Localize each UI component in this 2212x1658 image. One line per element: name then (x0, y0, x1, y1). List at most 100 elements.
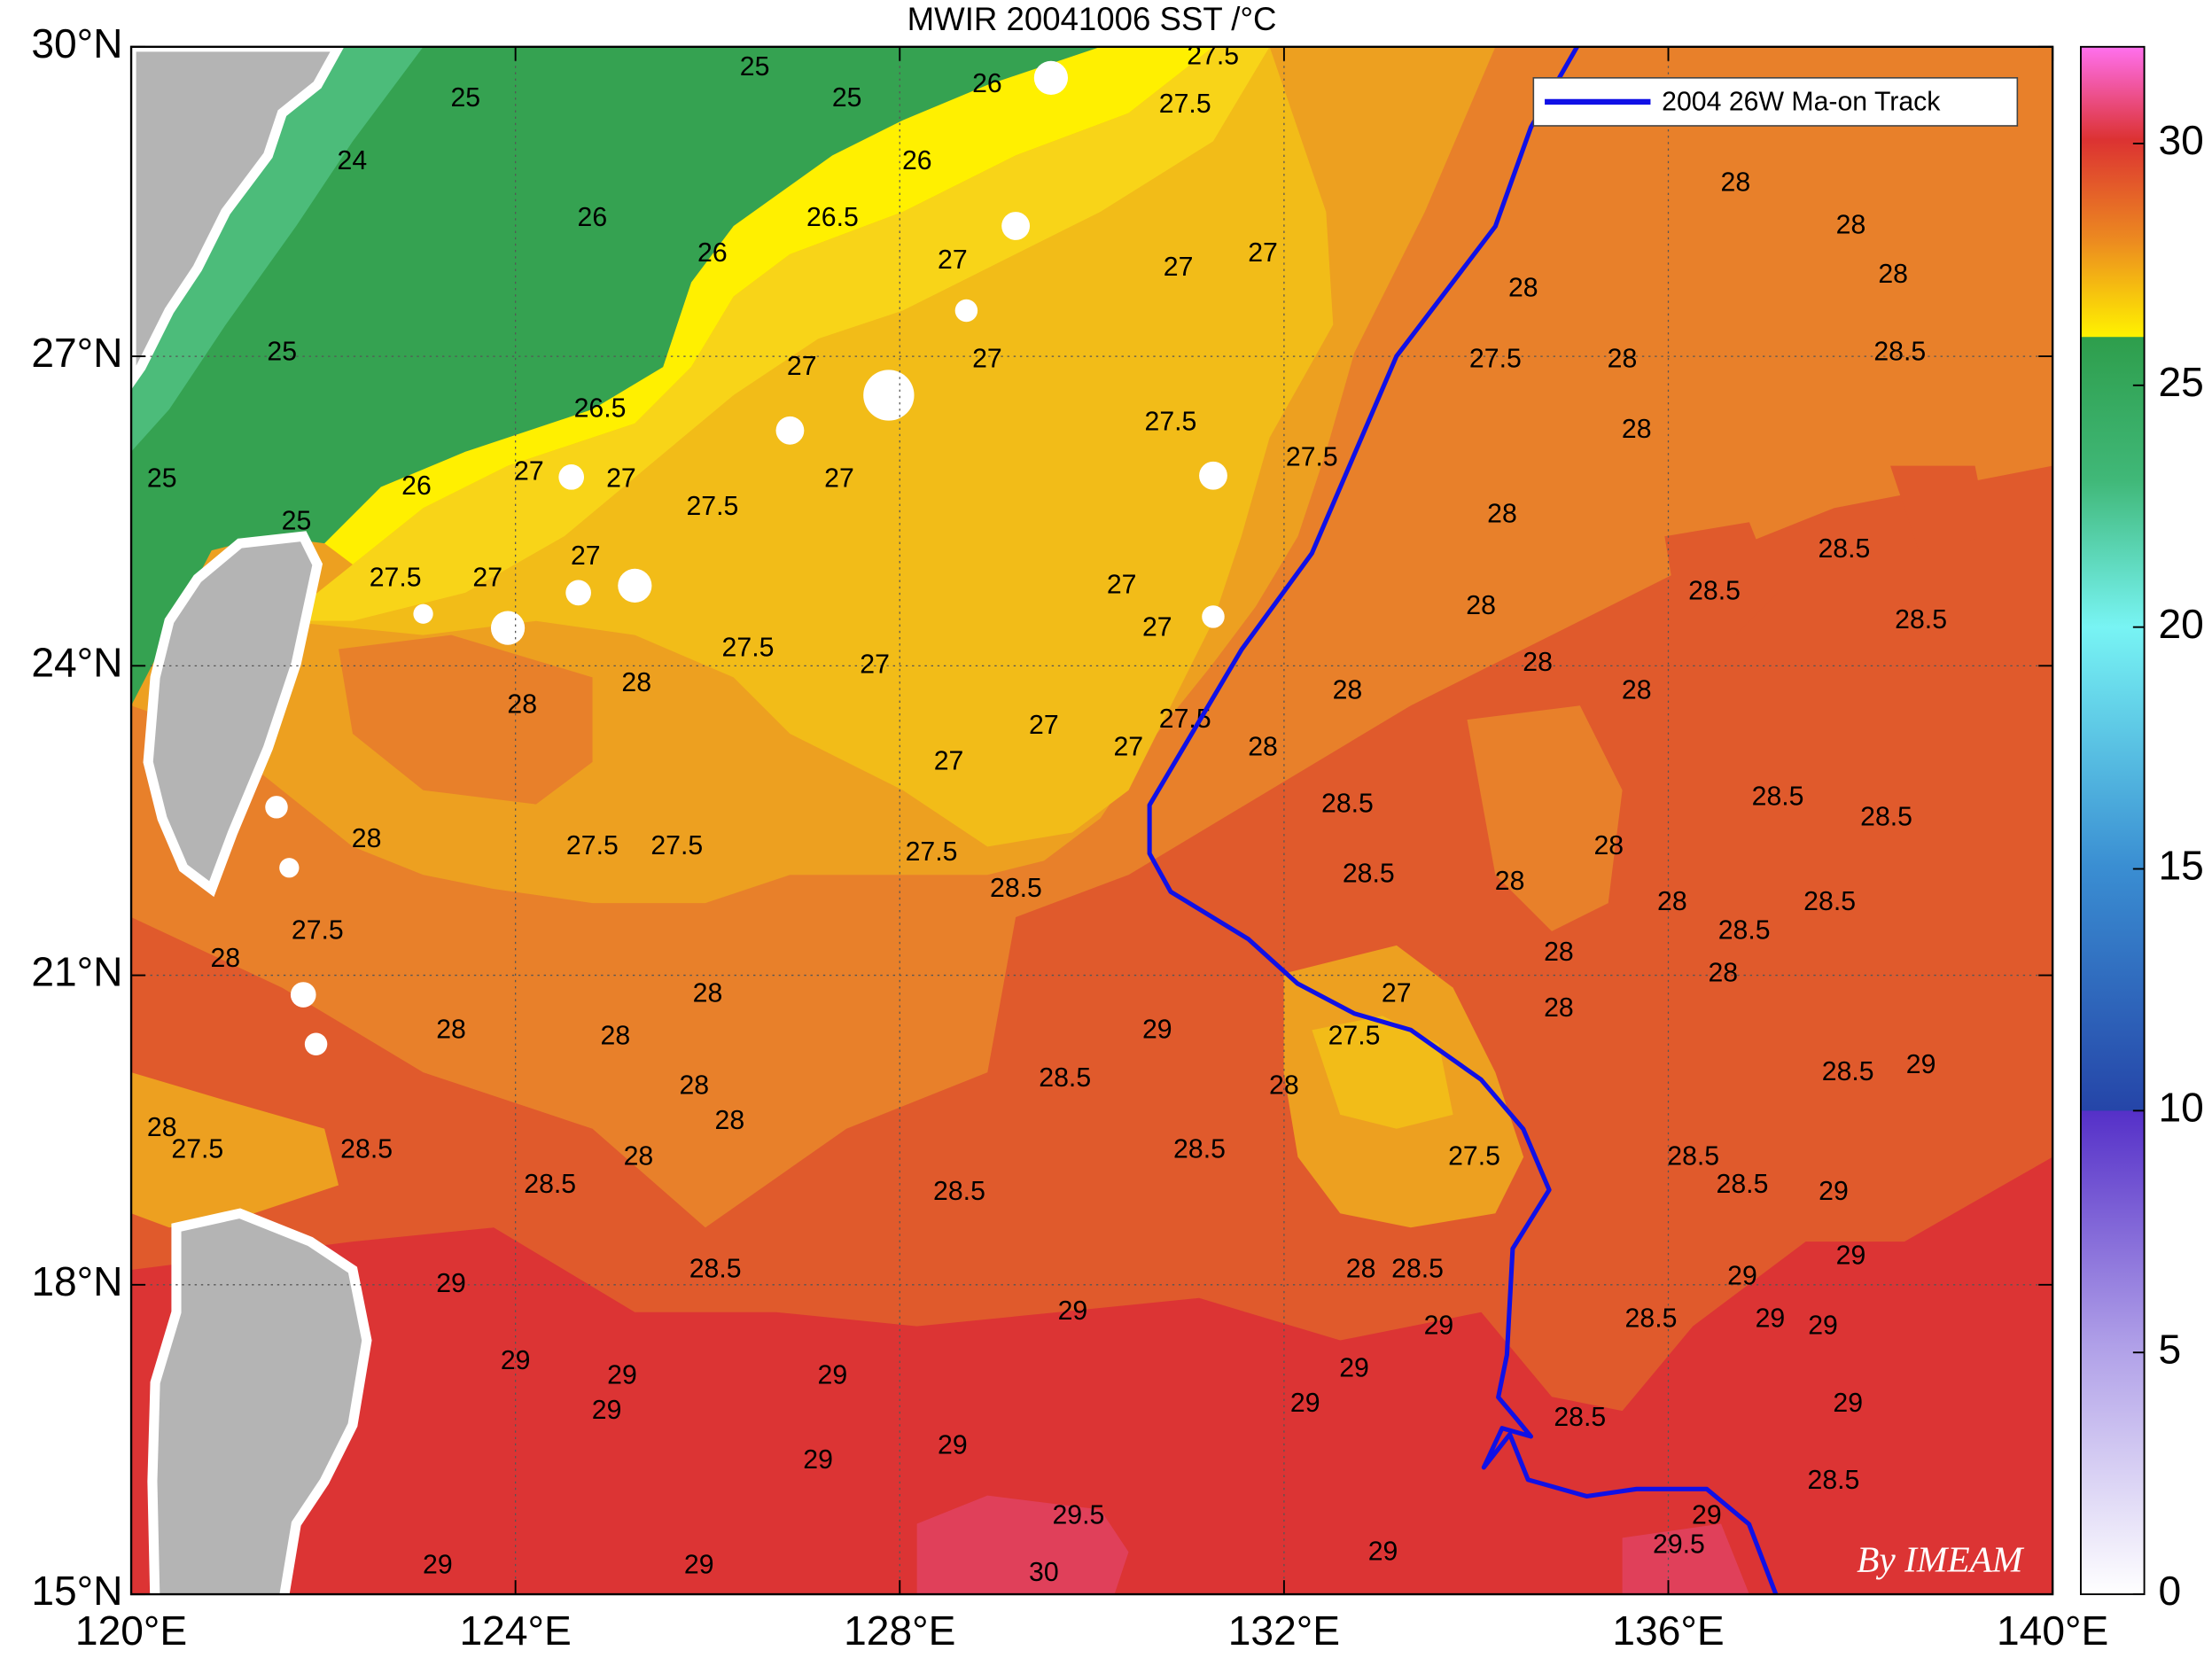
contour-label: 25 (267, 338, 297, 367)
contour-label: 25 (147, 464, 177, 494)
contour-label: 29 (803, 1445, 833, 1475)
contour-label: 29 (592, 1396, 622, 1425)
contour-label: 28.5 (1391, 1255, 1444, 1284)
contour-label: 29 (1424, 1312, 1454, 1341)
map-frame (129, 45, 2054, 1596)
y-tick-label: 18°N (31, 1258, 122, 1304)
contour-label: 27.5 (1286, 442, 1338, 471)
contour-label: 27.5 (1448, 1142, 1500, 1171)
contour-label: 28 (1333, 675, 1363, 704)
contour-label: 28.5 (933, 1177, 985, 1206)
grid (131, 46, 2053, 1595)
contour-label: 28.5 (990, 874, 1042, 903)
contour-label: 27.5 (1145, 408, 1197, 437)
contour-label: 28.5 (524, 1170, 576, 1199)
contour-label: 28.5 (1718, 916, 1771, 946)
sst-28-5-patch (1664, 522, 1778, 635)
contour-label: 28 (1544, 938, 1574, 967)
contour-label: 27 (860, 650, 890, 679)
contour-label: 28 (1593, 831, 1624, 860)
sst-field (131, 46, 2053, 1595)
contour-label: 27 (1248, 238, 1278, 268)
contour-label: 29 (1906, 1050, 1936, 1079)
contour-label: 27 (1029, 711, 1059, 740)
islands (265, 60, 1227, 1055)
contour-label: 28.5 (1625, 1304, 1678, 1333)
contour-label: 27.5 (1159, 704, 1211, 734)
contour-label: 26 (972, 69, 1002, 98)
contour-label: 27.5 (1159, 90, 1211, 119)
land-china (131, 46, 345, 390)
contour-label: 28 (1622, 415, 1652, 444)
contour-label: 26 (697, 238, 728, 268)
x-tick-label: 128°E (844, 1607, 955, 1654)
legend-label: 2004 26W Ma-on Track (1662, 87, 1941, 116)
contour-label: 29 (423, 1551, 453, 1580)
contour-label: 28 (1836, 210, 1866, 239)
contour-label: 28 (147, 1113, 177, 1142)
contour-label: 28 (621, 668, 651, 697)
contour-label: 28.5 (1803, 887, 1856, 916)
x-tick-label: 132°E (1228, 1607, 1340, 1654)
contour-label: 29 (1756, 1304, 1786, 1333)
contour-label: 28 (1657, 887, 1687, 916)
contour-label: 28 (1523, 648, 1553, 677)
contour-label: 28 (601, 1021, 631, 1050)
legend: 2004 26W Ma-on Track (1532, 77, 2019, 127)
contour-label: 28 (715, 1106, 745, 1135)
sst-26-5 (282, 46, 1270, 621)
contour-label: 29.5 (1653, 1530, 1705, 1559)
x-tick-label: 140°E (1997, 1607, 2108, 1654)
contour-label: 27.5 (292, 916, 344, 946)
contour-label: 27.5 (686, 492, 738, 521)
contour-label: 27 (938, 245, 968, 275)
contour-label: 27.5 (722, 634, 775, 663)
contour-label: 28 (1466, 591, 1496, 620)
sst-27-patch (1312, 1016, 1453, 1129)
contour-label: 27.5 (650, 831, 703, 860)
contour-label: 26 (902, 146, 932, 175)
track-line (1147, 46, 1779, 1595)
contour-label: 27.5 (906, 837, 958, 867)
contour-label: 25 (282, 506, 312, 535)
contour-label: 28 (507, 690, 537, 720)
contour-label: 28 (624, 1142, 654, 1171)
contour-label: 28 (1487, 499, 1517, 528)
contour-label: 27 (1142, 612, 1172, 642)
contour-label: 28 (1269, 1070, 1299, 1100)
colorbar (2080, 45, 2146, 1596)
contour-label: 28 (1544, 993, 1574, 1023)
contour-label: 28 (210, 944, 240, 973)
x-tick-label: 124°E (460, 1607, 572, 1654)
contour-label: 27 (787, 352, 817, 381)
colorbar-tick-label: 30 (2159, 117, 2204, 163)
contour-label: 28 (1878, 260, 1908, 289)
x-tick-label: 120°E (75, 1607, 187, 1654)
contour-label: 28 (436, 1015, 466, 1044)
contour-label: 26.5 (574, 394, 627, 424)
contour-label: 29 (607, 1360, 637, 1389)
colorbar-tick-label: 25 (2159, 359, 2204, 405)
colorbar-tick-label: 5 (2159, 1326, 2182, 1372)
contour-label: 29 (1339, 1353, 1369, 1382)
contour-label: 27 (606, 464, 636, 494)
track-layer (1147, 46, 1779, 1595)
contour-label: 29 (1290, 1389, 1320, 1418)
colorbar-tick-label: 10 (2159, 1085, 2204, 1131)
sst-26 (324, 46, 1213, 565)
sst-25 (131, 46, 1101, 706)
sst-27 (282, 46, 1334, 847)
contour-label: 28 (1721, 168, 1751, 198)
contour-label: 28 (693, 979, 723, 1008)
colorbar-tick-label: 20 (2159, 601, 2204, 647)
contour-label: 28.5 (1039, 1063, 1091, 1093)
contour-label: 27.5 (1328, 1021, 1381, 1050)
contour-label: 25 (740, 52, 770, 82)
contour-label: 26 (401, 471, 432, 501)
contour-label: 26 (578, 203, 608, 232)
land-luzon (147, 1208, 372, 1595)
land-taiwan (143, 531, 323, 898)
contour-label: 29 (1727, 1262, 1757, 1291)
contour-label: 24 (338, 146, 368, 175)
